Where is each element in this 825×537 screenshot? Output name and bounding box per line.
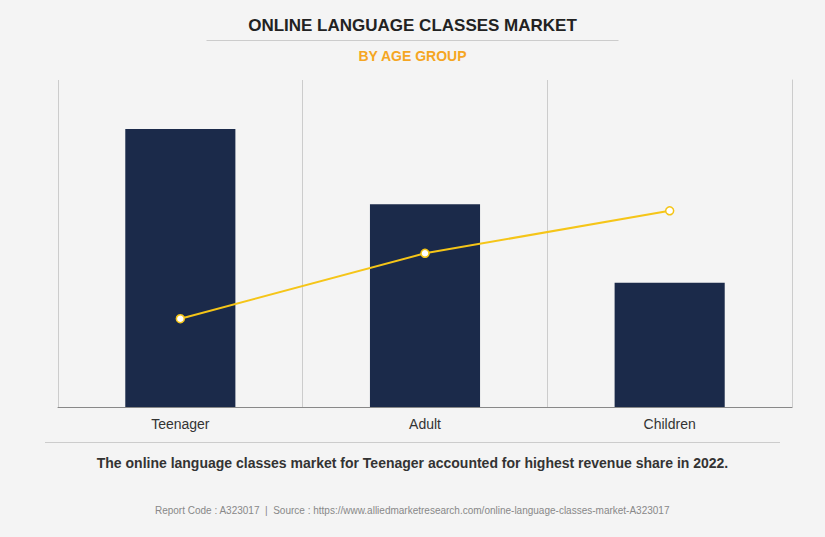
svg-text:Report Code : A323017 | Sour: Report Code : A323017 | Source : https:/… <box>155 505 670 516</box>
svg-text:Teenager: Teenager <box>151 416 210 432</box>
svg-text:Adult: Adult <box>409 416 441 432</box>
svg-text:BY AGE GROUP: BY AGE GROUP <box>358 48 466 64</box>
svg-text:The online language classes ma: The online language classes market for T… <box>97 455 729 471</box>
svg-text:Children: Children <box>644 416 696 432</box>
svg-text:ONLINE LANGUAGE CLASSES MARKET: ONLINE LANGUAGE CLASSES MARKET <box>248 16 577 35</box>
